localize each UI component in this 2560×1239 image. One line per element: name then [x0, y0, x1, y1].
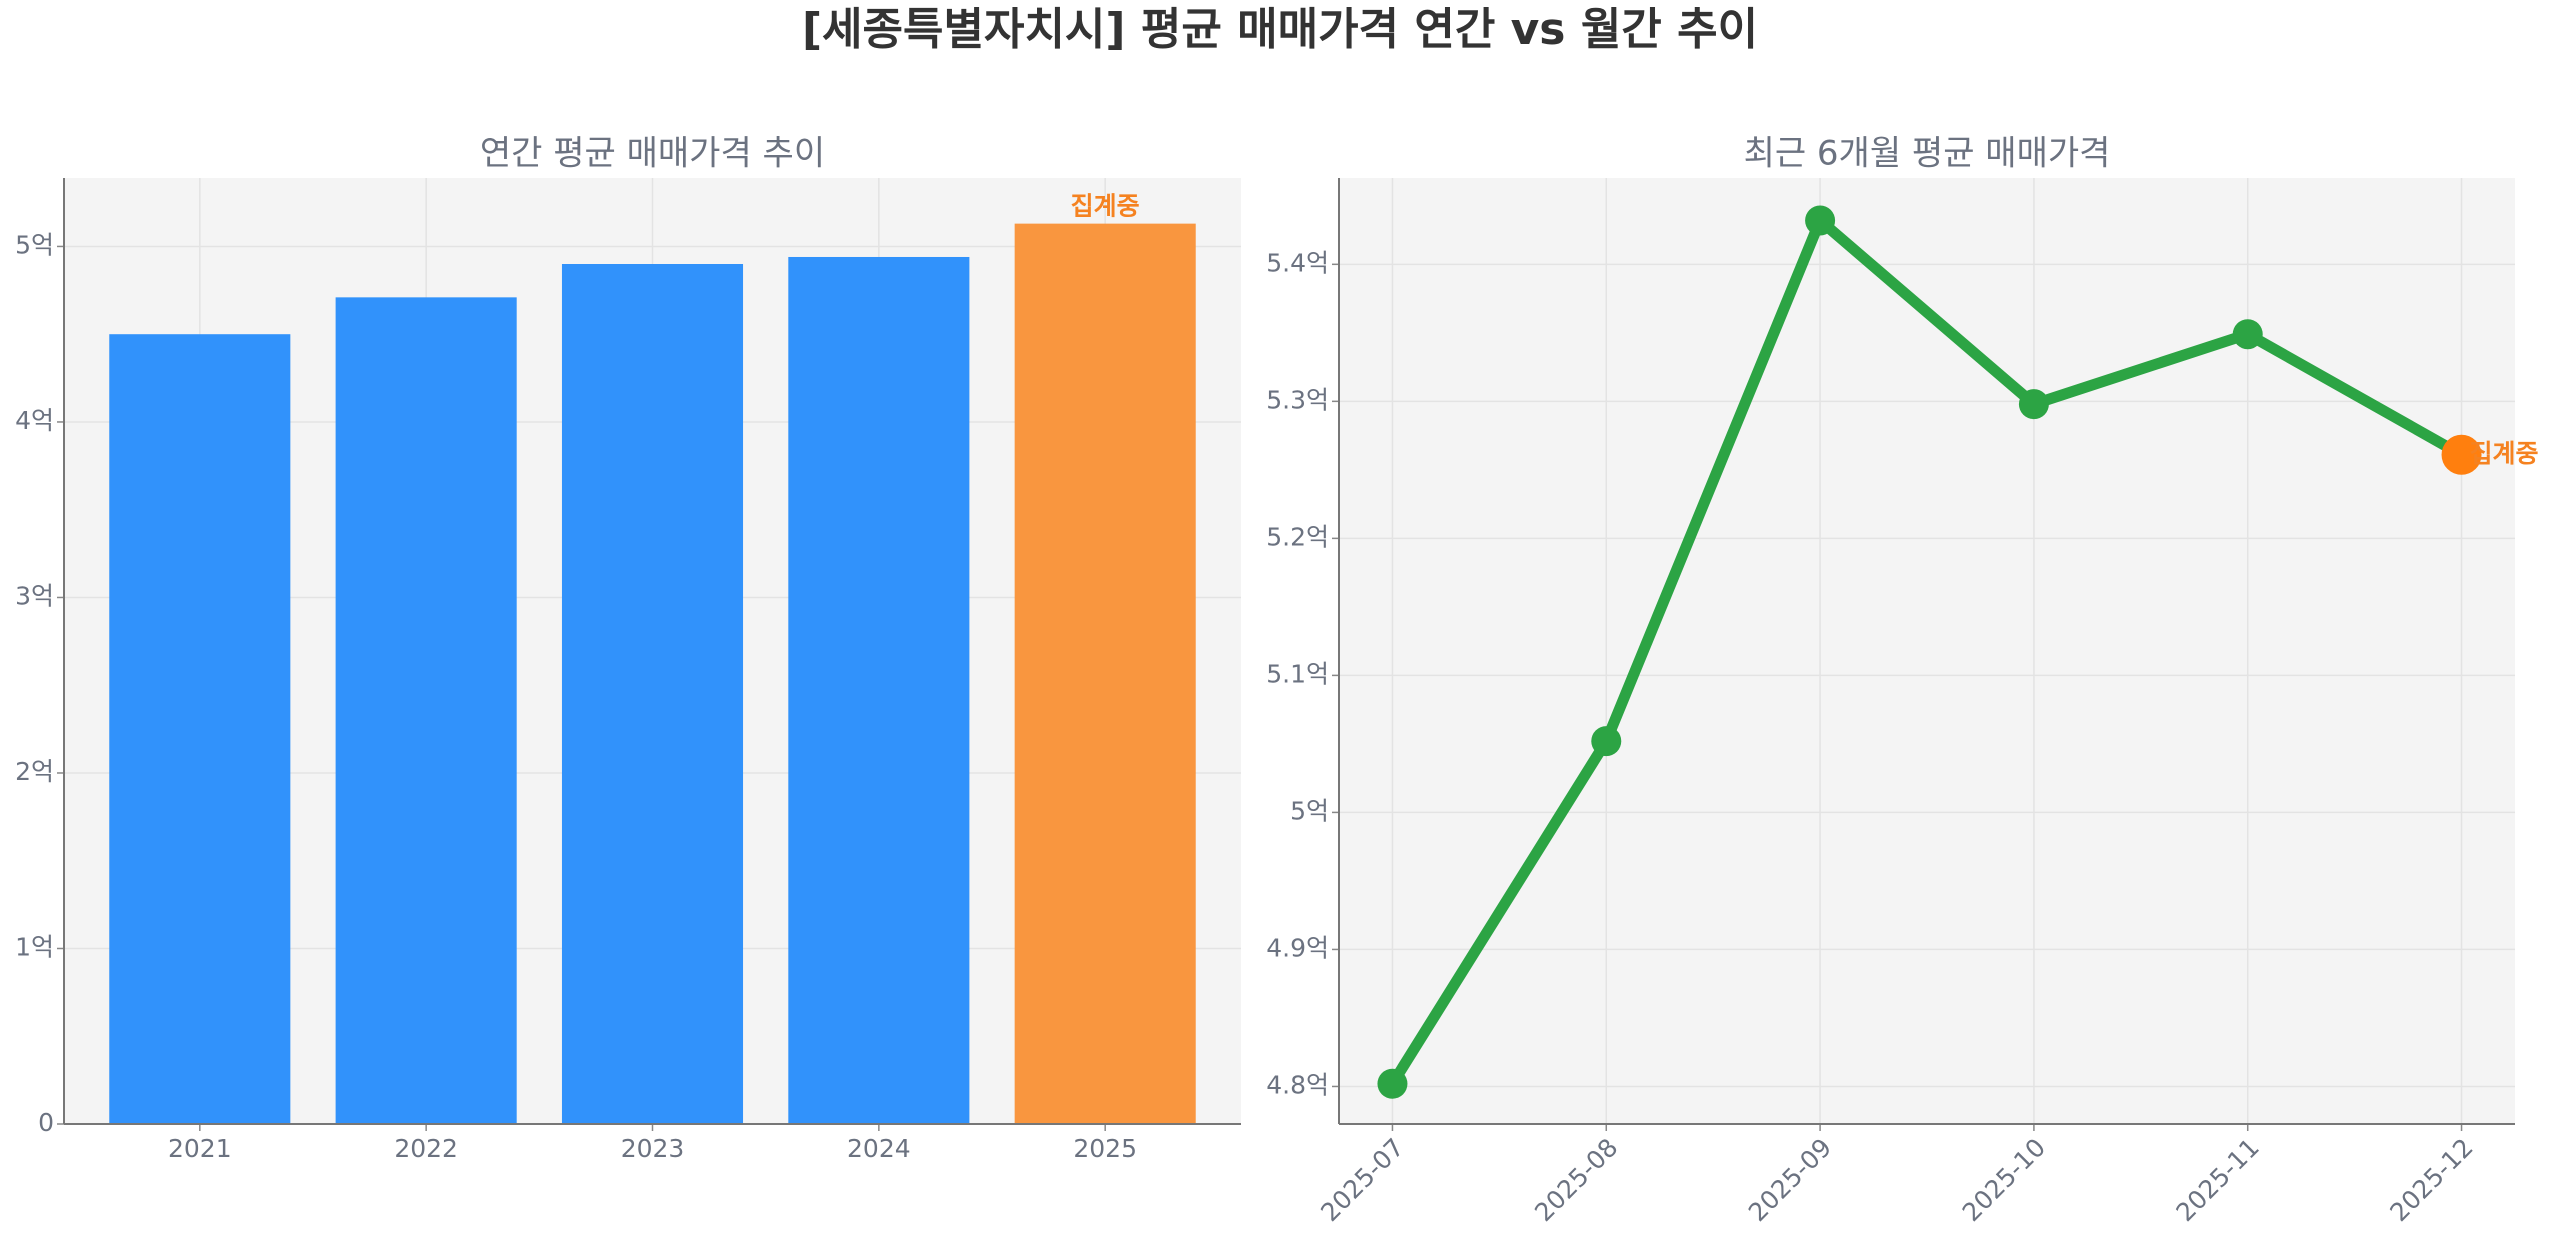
y-tick-label: 5억 — [15, 230, 54, 259]
y-tick-label: 0 — [38, 1108, 54, 1137]
y-tick-label: 5.3억 — [1266, 385, 1329, 414]
x-tick-label: 2025-12 — [2384, 1133, 2478, 1227]
x-tick-label: 2025 — [1073, 1134, 1137, 1163]
y-tick-label: 1억 — [15, 932, 54, 961]
y-tick-label: 2억 — [15, 757, 54, 786]
bar — [109, 334, 291, 1124]
y-tick-label: 4억 — [15, 406, 54, 435]
bar — [788, 256, 970, 1124]
x-tick-label: 2025-08 — [1529, 1133, 1623, 1227]
marker — [2018, 389, 2049, 420]
x-tick-label: 2025-10 — [1957, 1133, 2051, 1227]
x-tick-label: 2023 — [621, 1134, 685, 1163]
marker — [1591, 726, 1622, 757]
bar — [561, 264, 744, 1124]
line — [1387, 214, 2465, 1087]
x-tick-label: 2021 — [168, 1134, 232, 1163]
subplot-title: 연간 평균 매매가격 추이 — [480, 134, 825, 174]
x-tick-label: 2022 — [394, 1134, 458, 1163]
annotation: 집계중 — [1071, 192, 1140, 221]
y-tick-label: 5억 — [1290, 796, 1329, 825]
marker — [1805, 205, 1836, 236]
y-tick-label: 5.1억 — [1266, 659, 1329, 688]
y-tick-label: 5.2억 — [1266, 522, 1329, 551]
marker — [1377, 1068, 1408, 1099]
subplot-title: 최근 6개월 평균 매매가격 — [1744, 134, 2111, 174]
annotation: 집계중 — [2470, 439, 2539, 468]
x-tick-label: 2025-09 — [1743, 1133, 1837, 1227]
y-tick-label: 4.8억 — [1266, 1070, 1329, 1099]
marker — [2232, 319, 2263, 350]
figure-title: [세종특별자치시] 평균 매매가격 연간 vs 월간 추이 — [802, 4, 1758, 55]
x-tick-label: 2025-11 — [2171, 1133, 2265, 1227]
x-tick-label: 2024 — [847, 1134, 911, 1163]
y-tick-label: 3억 — [15, 581, 54, 610]
bar — [335, 297, 517, 1124]
y-tick-label: 4.9억 — [1266, 933, 1329, 962]
marker — [2441, 434, 2482, 475]
bar — [1014, 223, 1196, 1124]
x-tick-label: 2025-07 — [1315, 1133, 1409, 1227]
plot-area — [1339, 178, 2515, 1124]
y-tick-label: 5.4억 — [1266, 248, 1329, 277]
